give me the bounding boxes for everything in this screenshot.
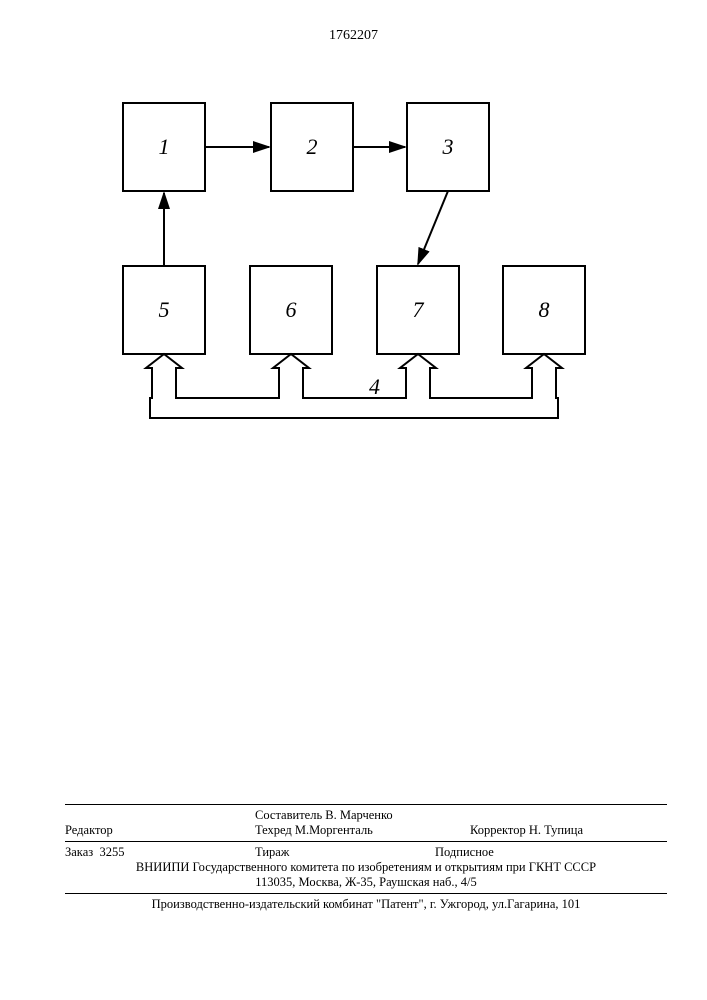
printer-line: Производственно-издательский комбинат "П… bbox=[65, 897, 667, 912]
order-cell: Заказ 3255 bbox=[65, 845, 255, 860]
org-line-2: 113035, Москва, Ж-35, Раушская наб., 4/5 bbox=[65, 875, 667, 890]
subscription-cell: Подписное bbox=[435, 845, 494, 860]
corrector-line: Корректор Н. Тупица bbox=[470, 823, 583, 838]
block-5-label: 5 bbox=[159, 297, 170, 322]
bus-4-label: 4 bbox=[369, 374, 380, 399]
block-6-label: 6 bbox=[286, 297, 297, 322]
arrow-3-7 bbox=[418, 191, 448, 264]
tirage-cell: Тираж bbox=[255, 845, 435, 860]
footer-rule bbox=[65, 841, 667, 842]
footer-rule bbox=[65, 893, 667, 894]
org-line-1: ВНИИПИ Государственного комитета по изоб… bbox=[65, 860, 667, 875]
editor-cell bbox=[65, 808, 255, 823]
block-1-label: 1 bbox=[159, 134, 170, 159]
techred-line: Техред М.Моргенталь bbox=[255, 823, 470, 838]
block-7-label: 7 bbox=[413, 297, 425, 322]
editor-cell-2: Редактор bbox=[65, 823, 255, 838]
block-8-label: 8 bbox=[539, 297, 550, 322]
footer-block: Составитель В. Марченко Редактор Техред … bbox=[65, 801, 667, 912]
footer-rule bbox=[65, 804, 667, 805]
bus-4 bbox=[146, 354, 562, 418]
block-2-label: 2 bbox=[307, 134, 318, 159]
compiler-line: Составитель В. Марченко bbox=[255, 808, 393, 823]
block-diagram: 1 2 3 5 6 7 8 4 bbox=[0, 0, 707, 470]
block-3-label: 3 bbox=[442, 134, 454, 159]
